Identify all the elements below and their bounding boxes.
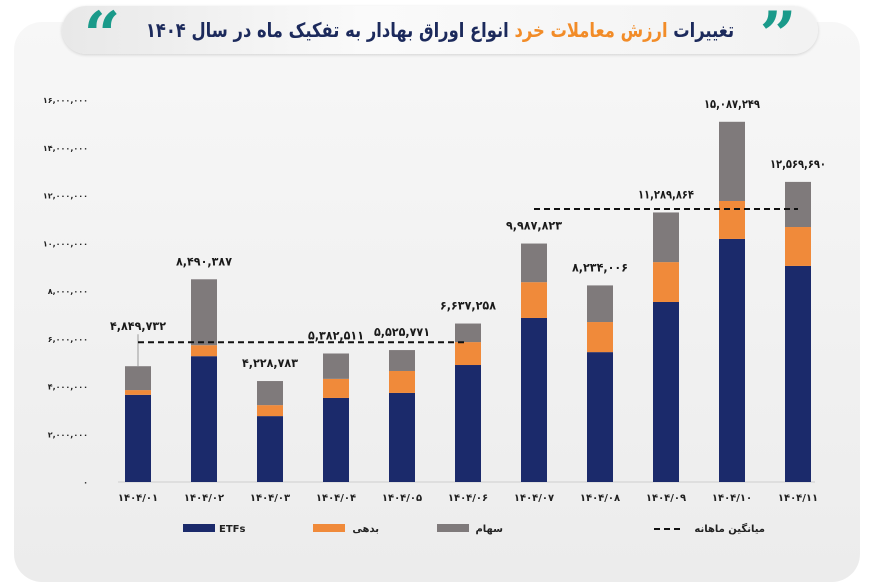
bar-segment-etfs — [257, 416, 283, 482]
bar-segment-etfs — [191, 356, 217, 482]
x-tick-label: ۱۴۰۴/۰۵ — [382, 493, 422, 504]
y-tick-label: ۶,۰۰۰,۰۰۰ — [48, 335, 88, 344]
bar-segment-debt — [521, 282, 547, 318]
stacked-bar-chart: ۰ ۲,۰۰۰,۰۰۰ ۴,۰۰۰,۰۰۰ ۶,۰۰۰,۰۰۰ ۸,۰۰۰,۰۰۰ ۱۰,… — [43, 96, 826, 535]
x-tick-label: ۱۴۰۴/۰۹ — [646, 493, 686, 504]
title-wrap: تغییرات ارزش معاملات خرد انواع اوراق بها… — [146, 6, 734, 54]
y-tick-label: ۱۴,۰۰۰,۰۰۰ — [43, 144, 88, 153]
title-part-1: تغییرات — [673, 18, 735, 42]
bar-segment-debt — [323, 378, 349, 398]
bar-segment-debt — [191, 345, 217, 357]
bar-segment-etfs — [455, 365, 481, 482]
bar-segment-etfs — [785, 265, 811, 482]
bar-segment-stocks — [191, 279, 217, 346]
x-tick-label: ۱۴۰۴/۰۲ — [184, 493, 224, 504]
bar-total-label: ۶,۶۳۷,۲۵۸ — [440, 299, 497, 313]
title-part-3: انواع اوراق بهادار به تفکیک ماه در سال ۱… — [145, 18, 509, 42]
bar-segment-stocks — [719, 121, 745, 201]
legend-label-debt: بدهی — [352, 524, 379, 535]
bar-segment-stocks — [389, 350, 415, 371]
bar-segment-debt — [587, 322, 613, 353]
x-tick-label: ۱۴۰۴/۰۳ — [250, 493, 290, 504]
title-bar: “ تغییرات ارزش معاملات خرد انواع اوراق ب… — [62, 4, 818, 68]
x-tick-label: ۱۴۰۴/۰۷ — [514, 493, 554, 504]
legend-swatch-stocks — [437, 524, 469, 532]
y-tick-label: ۱۶,۰۰۰,۰۰۰ — [43, 96, 88, 105]
bar-segment-stocks — [257, 381, 283, 406]
y-tick-label: ۴,۰۰۰,۰۰۰ — [48, 383, 88, 392]
bar-total-label: ۸,۴۹۰,۳۸۷ — [176, 254, 233, 268]
title-highlight: ارزش معاملات خرد — [514, 18, 668, 42]
y-tick-label: ۱۰,۰۰۰,۰۰۰ — [43, 239, 88, 248]
bar-segment-etfs — [125, 394, 151, 482]
legend-label-stocks: سهام — [475, 524, 503, 535]
chart-title: تغییرات ارزش معاملات خرد انواع اوراق بها… — [146, 18, 734, 42]
x-tick-label: ۱۴۰۴/۰۸ — [580, 493, 620, 504]
bar-segment-stocks — [785, 181, 811, 228]
bar-segment-stocks — [587, 285, 613, 323]
bar-total-label: ۵,۳۸۲,۵۱۱ — [308, 328, 364, 342]
quote-marks-icon: ” — [759, 0, 797, 73]
y-tick-label: ۸,۰۰۰,۰۰۰ — [48, 287, 88, 296]
bar-segment-etfs — [521, 317, 547, 482]
bar-segment-etfs — [323, 397, 349, 482]
bar-total-label: ۸,۲۳۴,۰۰۶ — [572, 260, 628, 274]
bar-segment-debt — [257, 405, 283, 417]
x-tick-label: ۱۴۰۴/۰۶ — [448, 493, 488, 504]
x-tick-label: ۱۴۰۴/۰۴ — [316, 493, 356, 504]
x-tick-label: ۱۴۰۴/۱۱ — [778, 493, 818, 504]
bar-segment-stocks — [455, 323, 481, 343]
bar-total-label: ۴,۲۲۸,۷۸۳ — [242, 356, 299, 370]
bar-segment-debt — [455, 342, 481, 366]
x-tick-label: ۱۴۰۴/۰۱ — [118, 493, 158, 504]
bar-total-label: ۹,۹۸۷,۸۲۳ — [506, 219, 563, 233]
bar-total-label: ۴,۸۴۹,۷۳۲ — [110, 319, 167, 333]
bar-segment-debt — [125, 390, 151, 395]
bar-segment-etfs — [389, 392, 415, 482]
bar-total-label: ۵,۵۲۵,۷۷۱ — [374, 325, 430, 339]
bar-segment-etfs — [719, 238, 745, 482]
y-tick-label: ۱۲,۰۰۰,۰۰۰ — [43, 192, 88, 201]
bar-total-label: ۱۲,۵۶۹,۶۹۰ — [770, 157, 826, 171]
bar-segment-stocks — [521, 243, 547, 283]
bar-segment-debt — [719, 200, 745, 239]
bar-segment-debt — [785, 227, 811, 266]
bar-segment-debt — [389, 370, 415, 393]
bar-total-label: ۱۵,۰۸۷,۲۴۹ — [704, 97, 761, 111]
bar-segment-debt — [653, 262, 679, 302]
bar-segment-stocks — [323, 353, 349, 379]
y-tick-label: ۰ — [83, 478, 88, 487]
legend-swatch-ETFs — [183, 524, 215, 532]
legend-label-ETFs: ETFs — [219, 524, 245, 535]
bar-segment-etfs — [587, 352, 613, 482]
y-tick-label: ۲,۰۰۰,۰۰۰ — [48, 430, 88, 439]
legend-swatch-debt — [313, 524, 345, 532]
bar-total-label: ۱۱,۲۸۹,۸۶۴ — [638, 187, 694, 201]
x-tick-label: ۱۴۰۴/۱۰ — [712, 493, 752, 504]
bar-segment-stocks — [653, 212, 679, 263]
bar-segment-etfs — [653, 301, 679, 482]
quote-marks-icon: “ — [83, 0, 121, 73]
bar-segment-stocks — [125, 366, 151, 391]
legend-label-average: میانگین ماهانه — [694, 522, 765, 535]
